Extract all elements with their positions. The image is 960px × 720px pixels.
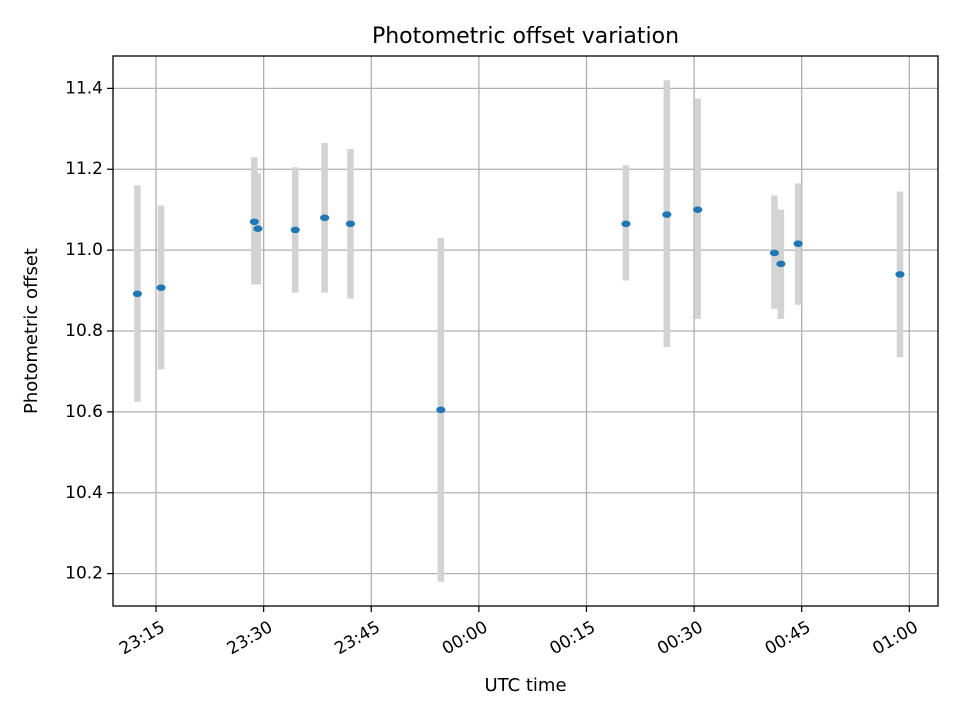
y-tick-label: 10.8	[65, 321, 103, 341]
y-tick-label: 11.0	[65, 240, 103, 260]
y-tick-label: 11.2	[65, 159, 103, 179]
data-point	[436, 406, 446, 414]
data-point	[320, 214, 330, 222]
data-point	[253, 225, 263, 232]
grid-lines	[113, 56, 938, 606]
x-tick-label: 01:00	[869, 617, 921, 659]
x-tick-label: 23:30	[224, 617, 276, 659]
y-axis-label: Photometric offset	[21, 248, 42, 414]
data-point	[693, 206, 703, 213]
data-point	[156, 284, 166, 292]
data-point	[895, 271, 905, 278]
data-point	[249, 218, 259, 226]
y-tick-label: 10.6	[65, 402, 103, 422]
data-point	[621, 220, 631, 228]
chart-title: Photometric offset variation	[372, 24, 679, 49]
x-tick-label: 00:30	[654, 617, 706, 659]
y-tick-label: 10.4	[65, 483, 103, 503]
data-point	[662, 211, 672, 218]
x-axis-label: UTC time	[484, 675, 566, 696]
y-tick-label: 10.2	[65, 564, 103, 584]
x-tick-label: 23:45	[331, 617, 383, 659]
data-point	[290, 226, 300, 234]
y-tick-label: 11.4	[65, 78, 103, 98]
data-point	[776, 260, 786, 268]
data-point	[132, 290, 142, 298]
data-point	[793, 240, 803, 247]
x-tick-label: 00:15	[547, 617, 599, 659]
data-point	[345, 220, 356, 228]
x-tick-label: 00:45	[762, 617, 814, 659]
x-tick-label: 23:15	[116, 617, 168, 659]
data-points	[132, 206, 905, 414]
x-tick-label: 00:00	[439, 617, 491, 659]
data-point	[769, 249, 780, 257]
x-axis-ticks: 23:15 23:30 23:45 00:00 00:15 00:30 00:45 01:00	[116, 606, 922, 659]
y-axis-ticks: 10.2 10.4 10.6 10.8 11.0 11.2 11.4	[65, 78, 113, 584]
